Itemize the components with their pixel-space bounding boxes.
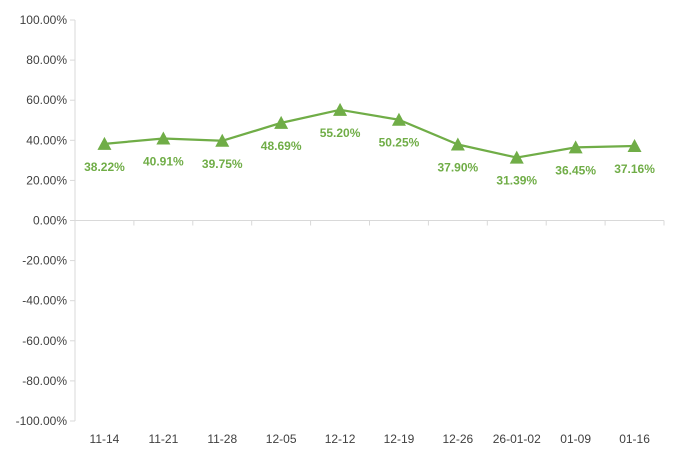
data-label: 37.16% [614,162,655,176]
y-tick-label: 60.00% [26,93,67,107]
data-label: 48.69% [261,139,302,153]
x-tick-label: 26-01-02 [493,432,541,446]
x-tick-label: 12-26 [442,432,473,446]
x-tick-label: 12-19 [384,432,415,446]
data-point-marker [391,112,406,126]
series-line [104,108,635,159]
y-tick-label: -40.00% [22,294,67,308]
y-tick-label: 0.00% [33,214,67,228]
data-label: 37.90% [437,161,478,175]
x-tick-label: 11-21 [148,432,178,446]
data-point-marker [627,138,642,152]
y-tick-label: -80.00% [22,374,67,388]
data-label: 38.22% [84,160,125,174]
data-label: 31.39% [496,174,537,188]
y-tick-label: 100.00% [20,13,68,27]
data-label: 55.20% [320,126,361,140]
data-labels: 38.22% 40.91% 39.75% 48.69% 55.20% 50.25% 37.9… [84,126,655,188]
data-point-marker [274,115,289,129]
y-tick-label: 20.00% [26,173,67,187]
y-tick-label: 80.00% [26,53,67,67]
data-point-marker [97,136,112,150]
y-tick-label: -60.00% [22,334,67,348]
series-plot [97,102,642,164]
data-point-marker [215,133,230,147]
y-tick-label: -100.00% [16,414,68,428]
data-label: 40.91% [143,154,184,168]
data-point-marker [333,102,348,116]
data-label: 50.25% [379,136,420,150]
data-point-marker [450,137,465,151]
data-point-marker [568,140,583,154]
data-point-marker [509,150,524,164]
x-tick-label: 01-16 [619,432,650,446]
x-tick-label: 11-28 [207,432,237,446]
x-axis: 11-14 11-21 11-28 12-05 12-12 12-19 12-26 26-01… [74,220,665,446]
x-tick-label: 11-14 [90,432,120,446]
data-label: 39.75% [202,157,243,171]
y-tick-label: 40.00% [26,133,67,147]
y-tick-label: -20.00% [22,254,67,268]
data-point-marker [156,131,171,145]
x-tick-label: 12-12 [325,432,356,446]
x-tick-label: 12-05 [266,432,297,446]
y-axis: 100.00% 80.00% 60.00% 40.00% 20.00% 0.00% -20.… [16,13,76,428]
x-tick-label: 01-09 [560,432,591,446]
data-label: 36.45% [555,163,596,177]
